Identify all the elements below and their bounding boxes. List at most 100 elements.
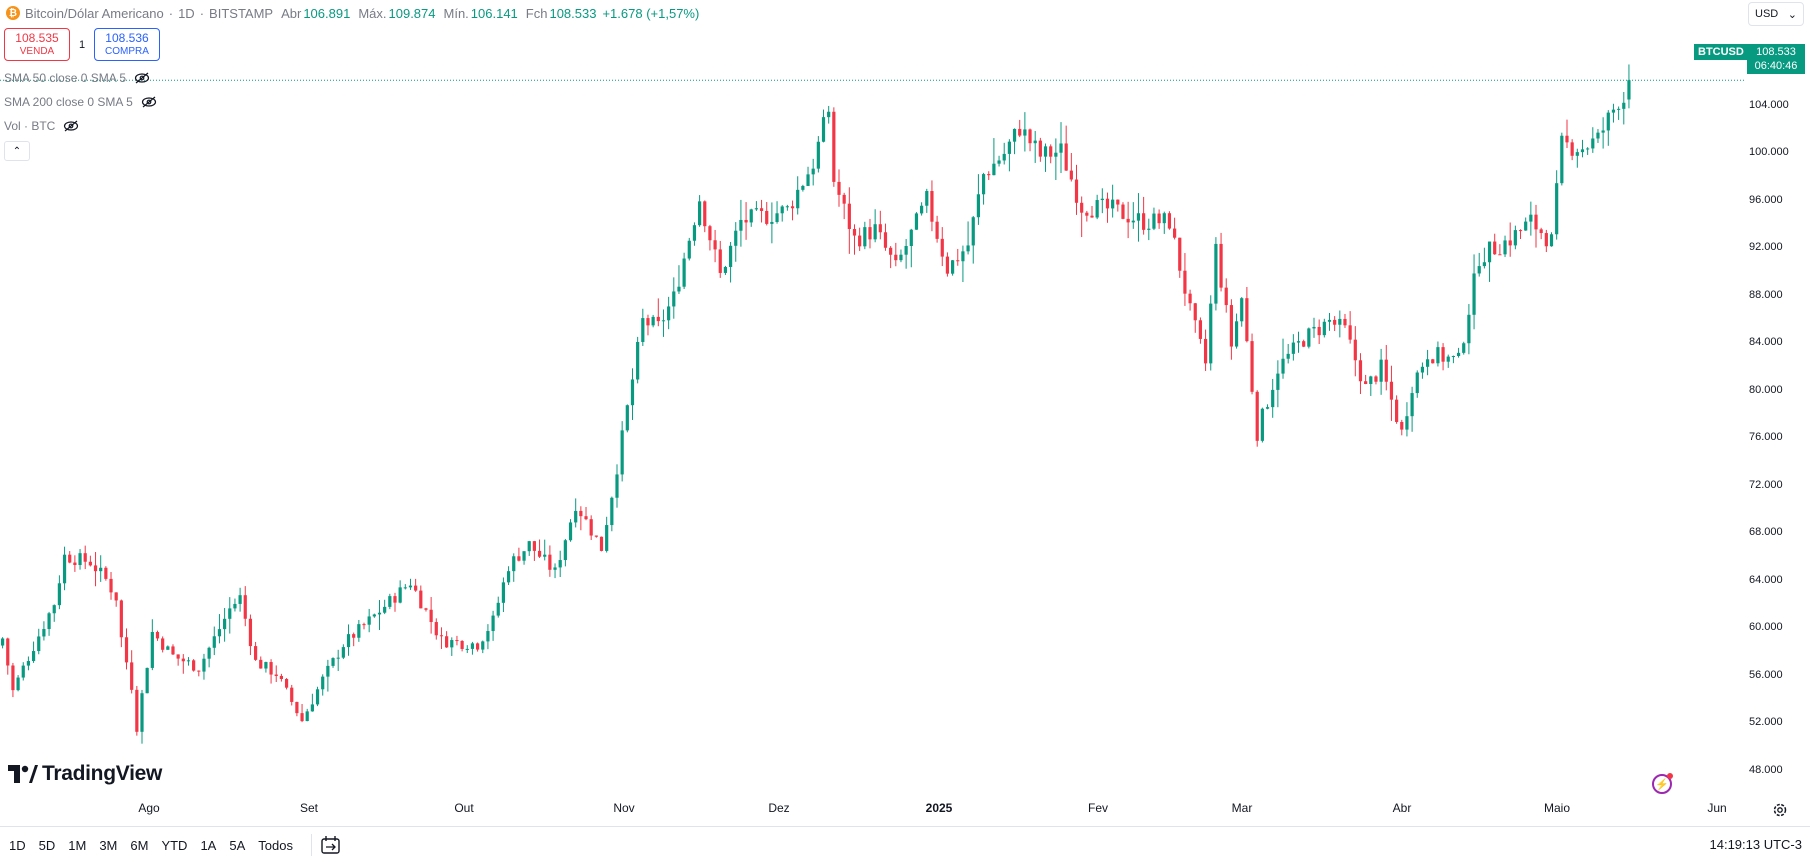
candle[interactable] [1116, 199, 1120, 212]
candle[interactable] [321, 674, 325, 696]
candle[interactable] [1575, 148, 1579, 168]
candle[interactable] [605, 516, 609, 553]
eye-hidden-icon[interactable] [134, 72, 150, 84]
candle[interactable] [1142, 196, 1146, 235]
candle[interactable] [1498, 244, 1502, 256]
candle[interactable] [790, 200, 795, 221]
candle[interactable] [1389, 365, 1394, 421]
candle[interactable] [455, 635, 459, 646]
candle[interactable] [1456, 347, 1461, 358]
candle[interactable] [553, 563, 557, 579]
candle[interactable] [414, 578, 418, 592]
candle[interactable] [971, 215, 975, 264]
candle[interactable] [754, 201, 758, 211]
candle[interactable] [1462, 341, 1466, 355]
candle[interactable] [863, 221, 867, 250]
candle[interactable] [1095, 194, 1099, 220]
range-5d[interactable]: 5D [38, 837, 56, 853]
candle[interactable] [197, 670, 201, 677]
candle[interactable] [667, 296, 671, 330]
candle[interactable] [1074, 164, 1079, 215]
candle[interactable] [1018, 119, 1022, 138]
candle[interactable] [925, 188, 929, 213]
indicator-sma200[interactable]: SMA 200 close 0 SMA 5 [4, 93, 157, 111]
candle[interactable] [1131, 202, 1135, 229]
candle[interactable] [166, 645, 170, 650]
candle[interactable] [548, 545, 552, 577]
candle[interactable] [599, 536, 604, 552]
candle[interactable] [997, 155, 1001, 167]
candle[interactable] [88, 555, 92, 567]
candle[interactable] [837, 169, 841, 207]
candle[interactable] [1611, 103, 1616, 123]
candle[interactable] [899, 249, 903, 263]
candle[interactable] [1203, 329, 1208, 371]
candle[interactable] [243, 586, 247, 627]
candle[interactable] [873, 209, 877, 243]
candle[interactable] [1080, 196, 1084, 238]
candle[interactable] [383, 599, 387, 615]
candle[interactable] [52, 604, 56, 622]
candle[interactable] [37, 628, 41, 655]
candle[interactable] [878, 210, 882, 240]
candle[interactable] [1296, 331, 1301, 353]
candle[interactable] [1565, 119, 1569, 149]
candle[interactable] [16, 675, 20, 692]
candle[interactable] [372, 613, 376, 618]
candle[interactable] [310, 693, 314, 712]
symbol-name[interactable]: Bitcoin/Dólar Americano [25, 5, 164, 21]
candle[interactable] [1167, 211, 1172, 230]
candle[interactable] [1364, 374, 1368, 385]
candle[interactable] [847, 187, 851, 254]
candle[interactable] [57, 575, 61, 610]
candle[interactable] [1524, 217, 1528, 231]
candle[interactable] [1126, 201, 1130, 239]
currency-selector[interactable]: USD ⌄ [1748, 2, 1804, 26]
candle[interactable] [212, 626, 216, 656]
candle[interactable] [765, 202, 769, 226]
clock[interactable]: 14:19:13 UTC-3 [1709, 837, 1803, 852]
range-ytd[interactable]: YTD [161, 837, 188, 853]
candle[interactable] [1173, 217, 1177, 240]
candle[interactable] [728, 241, 733, 283]
candle[interactable] [207, 646, 211, 668]
candle[interactable] [62, 546, 67, 591]
candle[interactable] [130, 650, 134, 694]
candle[interactable] [1580, 139, 1585, 158]
candle[interactable] [589, 515, 593, 540]
interval[interactable]: 1D [178, 5, 195, 21]
candle[interactable] [801, 184, 805, 192]
candle[interactable] [1353, 326, 1357, 377]
candle[interactable] [445, 631, 449, 648]
candle[interactable] [806, 166, 810, 186]
candle[interactable] [1302, 339, 1306, 348]
candle[interactable] [1560, 132, 1564, 186]
candle[interactable] [1224, 278, 1228, 313]
candle[interactable] [935, 215, 939, 243]
candle[interactable] [1265, 404, 1270, 410]
candle[interactable] [1152, 207, 1156, 231]
candle[interactable] [610, 496, 614, 532]
candle[interactable] [300, 704, 304, 723]
candle[interactable] [1271, 378, 1275, 418]
candle[interactable] [434, 618, 438, 640]
candle[interactable] [1606, 110, 1610, 146]
candle[interactable] [1570, 139, 1574, 161]
candle[interactable] [450, 637, 454, 656]
candle[interactable] [661, 309, 666, 337]
candle[interactable] [150, 619, 154, 671]
candle[interactable] [1028, 128, 1032, 152]
candle[interactable] [1384, 345, 1388, 391]
candle[interactable] [842, 192, 846, 220]
candle[interactable] [1219, 232, 1223, 292]
candle[interactable] [718, 240, 722, 278]
candle[interactable] [1183, 253, 1187, 306]
candle[interactable] [858, 227, 862, 251]
candle[interactable] [186, 657, 191, 666]
collapse-legend-button[interactable]: ⌃ [4, 141, 30, 161]
candle[interactable] [816, 136, 820, 173]
candle[interactable] [1534, 204, 1538, 248]
candle[interactable] [124, 628, 129, 670]
candle[interactable] [651, 314, 655, 328]
candle[interactable] [1420, 362, 1425, 379]
